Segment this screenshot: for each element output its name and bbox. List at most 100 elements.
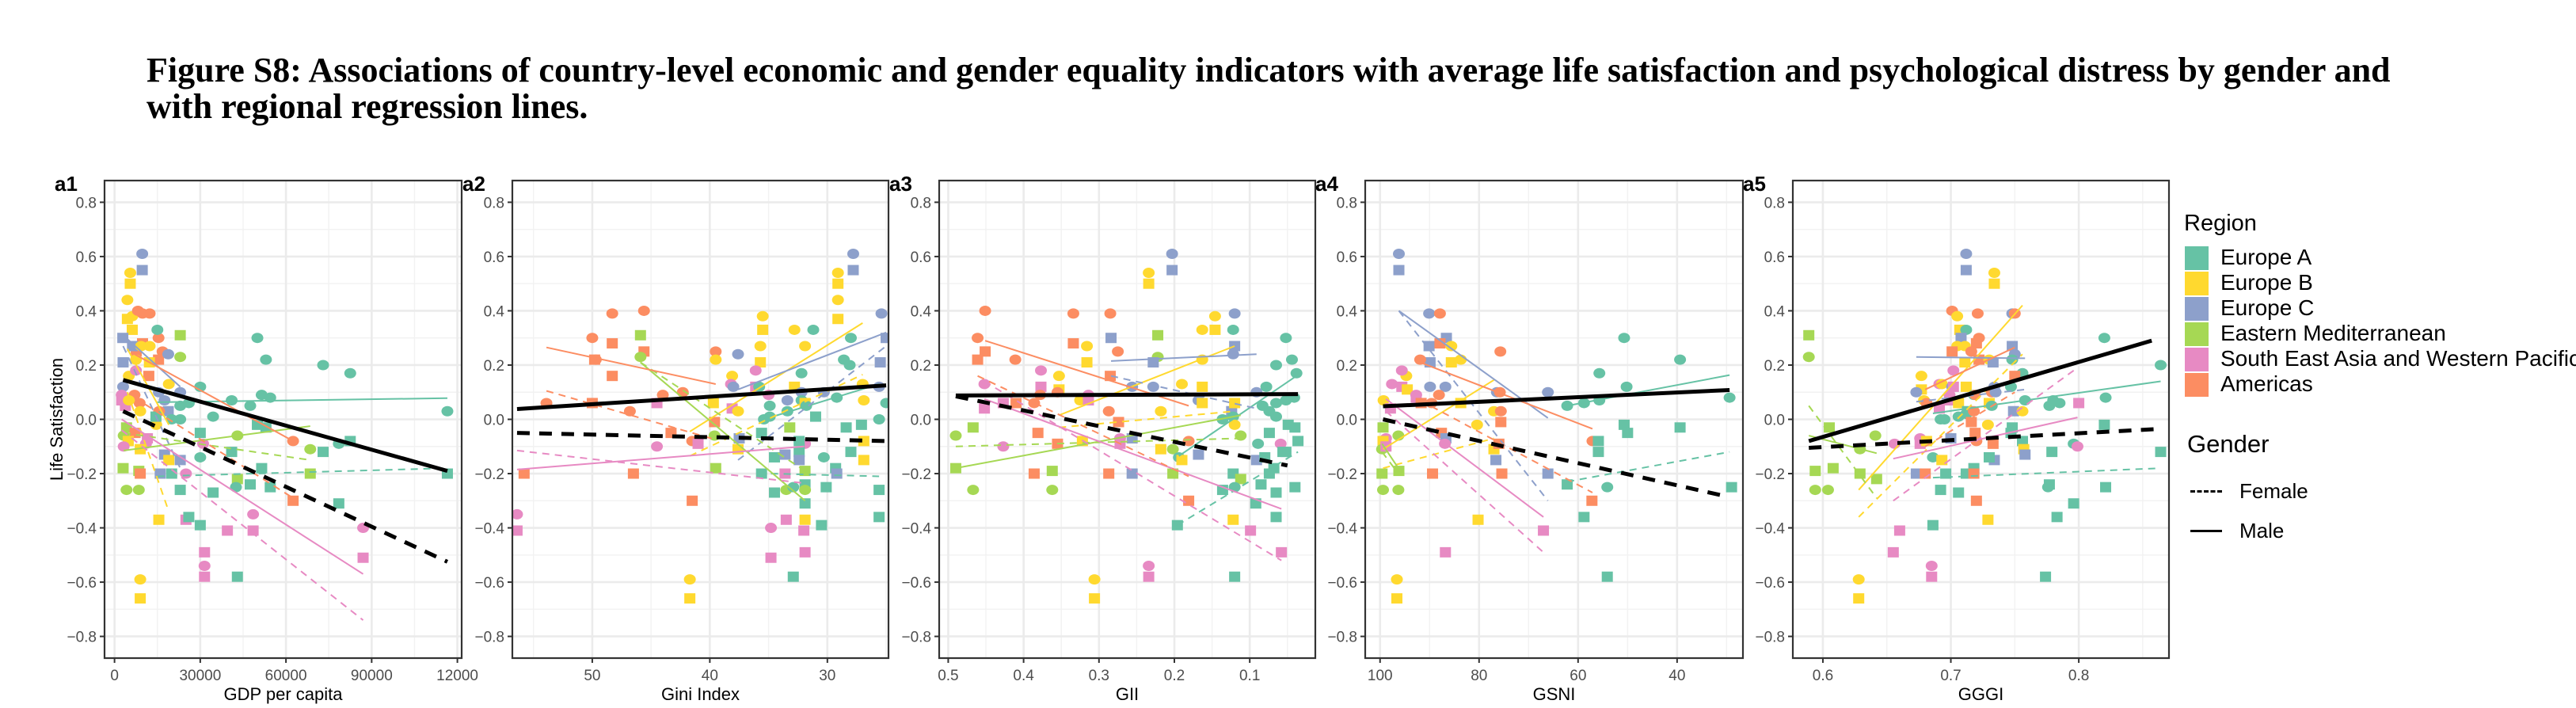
x-tick-label: 0	[110, 668, 119, 684]
data-point-female	[2007, 422, 2019, 433]
data-point-male	[244, 400, 257, 411]
legend-label: Female	[2239, 479, 2308, 503]
x-tick-label: 60000	[265, 668, 307, 684]
data-point-female	[2043, 479, 2055, 490]
data-point-male	[512, 508, 523, 520]
data-point-male	[781, 395, 793, 406]
overall-regression-line-female	[1382, 417, 1722, 497]
legend-swatch-eastern-mediterranean	[2185, 322, 2209, 346]
panel-border	[1791, 179, 2171, 660]
data-point-female	[199, 571, 211, 582]
data-point-male	[1809, 485, 1821, 496]
data-point-male	[1601, 482, 1614, 493]
plot-area	[1376, 249, 1737, 604]
data-point-male	[875, 308, 888, 319]
data-point-male	[754, 341, 767, 352]
regional-regression-line-female	[1566, 451, 1730, 483]
data-point-male	[1927, 451, 1939, 462]
y-tick-label: 0.0	[76, 413, 97, 429]
legend-label: Europe B	[2220, 270, 2313, 295]
data-point-male	[2053, 398, 2066, 409]
data-point-male	[1104, 308, 1117, 319]
data-point-male	[1208, 310, 1221, 322]
data-point-male	[763, 400, 776, 411]
x-tick-label: 30000	[179, 668, 221, 684]
data-point-female	[967, 422, 979, 433]
y-tick-label: −0.2	[474, 466, 504, 483]
data-point-male	[134, 405, 146, 417]
data-point-male	[1046, 485, 1059, 496]
regional-regression-line-male	[763, 383, 880, 421]
data-point-male	[1938, 414, 1950, 424]
regional-regression-line-male	[121, 418, 364, 575]
y-tick-label: −0.6	[67, 575, 97, 592]
data-point-male	[2099, 392, 2112, 403]
panel-tag: a4	[1315, 172, 1338, 196]
regional-regression-line-female	[124, 432, 310, 461]
data-point-female	[1960, 265, 1972, 276]
legend-swatch-europe-a	[2185, 246, 2209, 270]
data-point-female	[1953, 487, 1965, 498]
data-point-female	[135, 468, 146, 479]
data-point-male	[1176, 379, 1189, 390]
data-point-male	[1377, 485, 1390, 496]
data-point-female	[1103, 468, 1115, 479]
data-point-female	[1618, 419, 1630, 430]
data-point-female	[304, 468, 316, 479]
y-tick-label: 0.8	[484, 195, 504, 211]
data-point-male	[166, 414, 178, 424]
data-point-female	[518, 468, 530, 479]
regional-regression-line-female	[1808, 405, 1878, 499]
plot-area	[949, 249, 1304, 604]
plot-area	[116, 249, 454, 621]
dashed-line-icon	[2190, 490, 2222, 493]
regional-regression-line-male	[1382, 379, 1495, 451]
data-point-female	[1028, 468, 1040, 479]
regional-regression-line-female	[1924, 391, 2015, 447]
data-point-male	[1424, 381, 1436, 392]
x-tick-label: 0.1	[1239, 668, 1260, 684]
data-point-female	[1105, 371, 1117, 382]
data-point-male	[1988, 267, 2000, 278]
data-point-male	[1386, 379, 1398, 390]
data-point-female	[1376, 468, 1388, 479]
data-point-male	[1143, 561, 1155, 572]
data-point-female	[1046, 466, 1058, 477]
data-point-male	[683, 574, 696, 585]
data-point-female	[1959, 357, 1971, 368]
y-tick-label: −0.8	[1327, 630, 1357, 646]
overall-regression-line-male	[1383, 388, 1730, 409]
data-point-male	[143, 308, 156, 319]
data-point-male	[1067, 308, 1079, 319]
data-point-male	[1414, 354, 1426, 365]
data-point-female	[357, 552, 369, 563]
y-tick-label: 0.0	[1337, 413, 1357, 429]
data-point-male	[1252, 438, 1265, 449]
data-point-male	[732, 405, 744, 417]
data-point-female	[2040, 571, 2052, 582]
data-point-female	[1910, 468, 1922, 479]
data-point-female	[634, 329, 646, 341]
y-tick-label: −0.4	[1755, 521, 1785, 538]
data-point-male	[1965, 346, 1977, 357]
panel-tag: a3	[889, 172, 912, 196]
y-tick-label: −0.2	[67, 466, 97, 483]
regional-regression-line-male	[1420, 361, 1593, 430]
data-point-male	[831, 267, 844, 278]
legend-label: Male	[2239, 519, 2285, 542]
y-tick-label: 0.0	[911, 413, 931, 429]
data-point-male	[1270, 411, 1283, 422]
data-point-female	[1377, 422, 1389, 433]
panel-border	[1364, 179, 1745, 660]
data-point-male	[1270, 398, 1283, 409]
data-point-male	[880, 398, 888, 409]
data-point-female	[1235, 474, 1246, 485]
data-point-female	[1255, 479, 1267, 490]
data-point-male	[143, 341, 156, 352]
data-point-male	[1960, 324, 1973, 335]
data-point-male	[1951, 310, 1964, 322]
data-point-male	[1228, 419, 1241, 430]
data-point-male	[1228, 308, 1241, 319]
data-point-female	[798, 525, 810, 536]
